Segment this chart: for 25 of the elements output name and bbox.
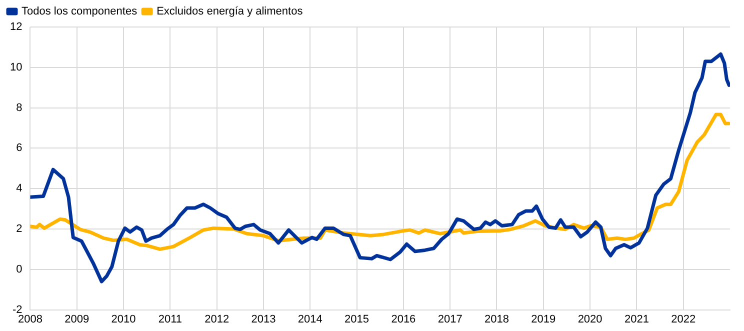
x-tick-label: 2013: [251, 313, 276, 326]
x-tick-label: 2015: [344, 313, 370, 326]
y-tick-label: 2: [16, 223, 22, 236]
y-tick-label: 8: [16, 102, 22, 114]
y-tick-label: 6: [16, 142, 22, 154]
y-tick-label: 12: [10, 21, 22, 34]
y-tick-label: 4: [16, 182, 22, 195]
x-tick-label: 2018: [484, 313, 509, 326]
x-tick-label: 2019: [531, 313, 556, 326]
x-tick-label: 2010: [111, 313, 136, 326]
y-tick-label: 10: [10, 61, 22, 74]
x-tick-label: 2012: [204, 313, 230, 326]
x-tick-label: 2020: [578, 313, 602, 326]
x-tick-label: 2011: [158, 313, 182, 326]
x-tick-label: 2014: [298, 313, 322, 326]
x-tick-label: 2021: [624, 313, 649, 326]
legend-label: Excluidos energía y alimentos: [156, 6, 304, 18]
x-tick-label: 2017: [438, 313, 462, 326]
legend-label: Todos los componentes: [22, 6, 138, 18]
x-tick-label: 2008: [18, 313, 42, 326]
y-tick-label: -2: [12, 304, 22, 316]
y-tick-label: 0: [16, 263, 22, 276]
x-tick-label: 2022: [671, 313, 696, 326]
x-tick-label: 2016: [391, 313, 416, 326]
x-tick-label: 2009: [64, 313, 90, 326]
